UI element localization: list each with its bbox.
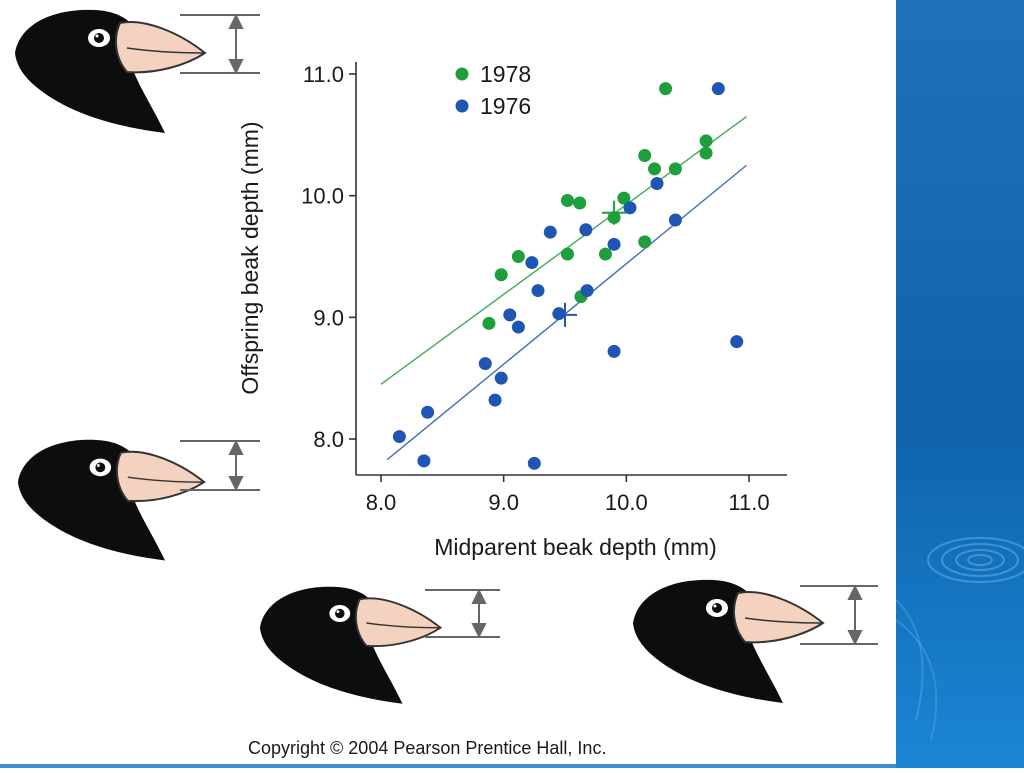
data-point [573,196,587,210]
legend-marker [455,99,469,113]
beak-depth-bracket-icon [425,588,500,639]
data-point [543,225,557,239]
data-point [488,393,502,407]
data-point [579,223,593,237]
regression-line [386,164,747,461]
data-point [494,268,508,282]
beak-depth-bracket-icon [800,584,878,646]
x-tick-label: 10.0 [605,490,648,515]
data-point [607,344,621,358]
y-axis-label: Offspring beak depth (mm) [237,121,263,394]
data-point [503,308,517,322]
data-point [711,82,725,96]
data-point [699,134,713,148]
data-point [417,454,431,468]
data-point [511,320,525,334]
data-point [560,247,574,261]
data-point [421,405,435,419]
data-point [392,430,406,444]
data-point [531,284,545,298]
data-point [494,371,508,385]
data-point [638,235,652,249]
data-point [527,456,541,470]
beak-depth-bracket-icon [180,13,260,75]
legend-label: 1978 [480,61,531,87]
data-point [668,213,682,227]
data-point [638,149,652,163]
data-point [659,82,673,96]
side-panel [895,0,1024,768]
data-point [650,177,664,190]
y-tick-label: 10.0 [301,184,344,209]
y-tick-label: 8.0 [313,427,344,452]
data-point [668,162,682,176]
data-point [478,357,492,371]
legend-marker [455,67,469,81]
data-point [552,307,566,321]
data-point [699,146,713,160]
data-point [525,256,539,270]
data-point [623,201,637,215]
data-point [648,162,662,176]
legend-label: 1976 [480,93,531,119]
x-tick-label: 9.0 [488,490,519,515]
data-point [482,316,496,330]
data-point [617,191,631,205]
x-tick-label: 8.0 [366,490,397,515]
data-point [560,194,574,208]
beak-depth-bracket-icon [180,439,260,492]
data-point [511,250,525,263]
data-point [598,247,612,261]
y-tick-label: 9.0 [313,305,344,330]
copyright-text: Copyright © 2004 Pearson Prentice Hall, … [248,738,607,758]
data-point [730,335,744,349]
x-tick-label: 11.0 [728,490,769,515]
bottom-rule [0,764,896,768]
data-point [580,284,594,298]
data-point [607,237,621,251]
y-tick-label: 11.0 [303,62,344,87]
x-axis-label: Midparent beak depth (mm) [434,534,717,560]
ripple-decoration [895,537,1024,741]
